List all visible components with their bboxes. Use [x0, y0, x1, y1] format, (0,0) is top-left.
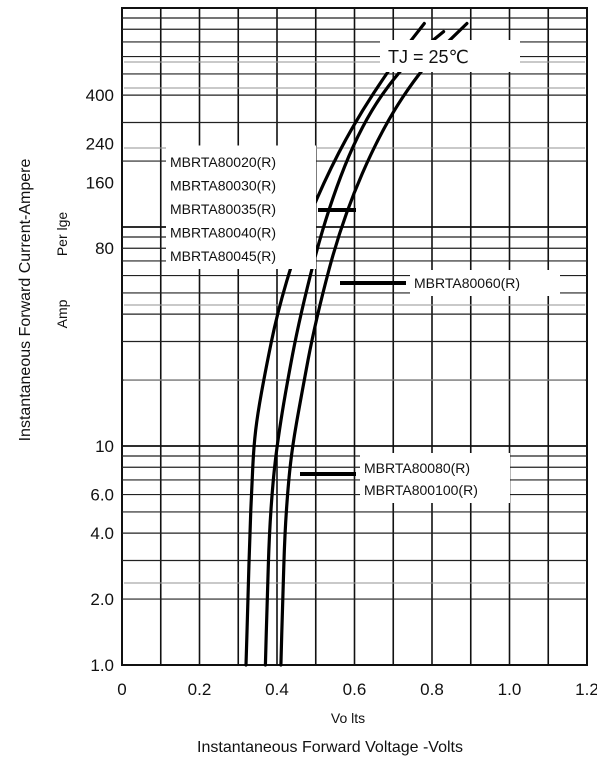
series-label: MBRTA80080(R): [364, 460, 470, 476]
curve-mbrta80080-100: [279, 21, 469, 667]
x-tick-label: 0.6: [343, 680, 367, 699]
series-label: MBRTA80030(R): [170, 178, 276, 194]
x-axis-title: Instantaneous Forward Voltage -Volts: [197, 739, 463, 756]
x-axis-unit: Vo lts: [331, 710, 365, 726]
label-box-group-c: [360, 453, 510, 503]
y-tick-label: 160: [86, 173, 114, 192]
x-tick-label: 1.0: [498, 680, 522, 699]
y-tick-label: 2.0: [90, 590, 114, 609]
series-label: MBRTA80035(R): [170, 201, 276, 217]
label-box-group-a: [166, 145, 316, 269]
curve-mbrta80020-45: [244, 21, 426, 667]
series-label: MBRTA80020(R): [170, 154, 276, 170]
x-tick-label: 0.8: [420, 680, 444, 699]
x-tick-label: 1.2: [575, 680, 597, 699]
tick-layer: 0 0.2 0.4 0.6 0.8 1.0 1.2 1.0 2.0 4.0 6.0 10 80 160 24…: [86, 86, 597, 699]
y-tick-label: 4.0: [90, 524, 114, 543]
y-tick-label: 1.0: [90, 656, 114, 675]
series-label: MBRTA80040(R): [170, 225, 276, 241]
temp-annotation-box: [380, 40, 520, 72]
label-box-group-b: [410, 270, 560, 296]
temp-annotation: TJ = 25℃: [388, 47, 469, 67]
grid-layer: [121, 7, 588, 666]
x-tick-label: 0.2: [188, 680, 212, 699]
label-layer: MBRTA80020(R) MBRTA80030(R) MBRTA80035(R) M…: [166, 40, 560, 503]
y-axis-title: Instantaneous Forward Current-Ampere: [17, 159, 34, 442]
axis-title-layer: Vo lts Instantaneous Forward Voltage -Vol…: [17, 159, 463, 757]
series-layer: [244, 21, 469, 667]
x-tick-label: 0.4: [265, 680, 289, 699]
series-label: MBRTA80060(R): [414, 275, 520, 291]
y-tick-label: 10: [95, 437, 114, 456]
series-label: MBRTA80045(R): [170, 248, 276, 264]
y-axis-unit-amp: Amp: [54, 299, 70, 328]
series-label: MBRTA800100(R): [364, 482, 478, 498]
y-axis-unit-per-leg: Per lge: [54, 212, 70, 257]
y-tick-label: 400: [86, 86, 114, 105]
x-tick-label: 0: [117, 680, 126, 699]
curve-mbrta80060: [263, 30, 446, 667]
y-tick-label: 240: [86, 135, 114, 154]
y-tick-label: 6.0: [90, 486, 114, 505]
y-tick-label: 80: [95, 239, 114, 258]
